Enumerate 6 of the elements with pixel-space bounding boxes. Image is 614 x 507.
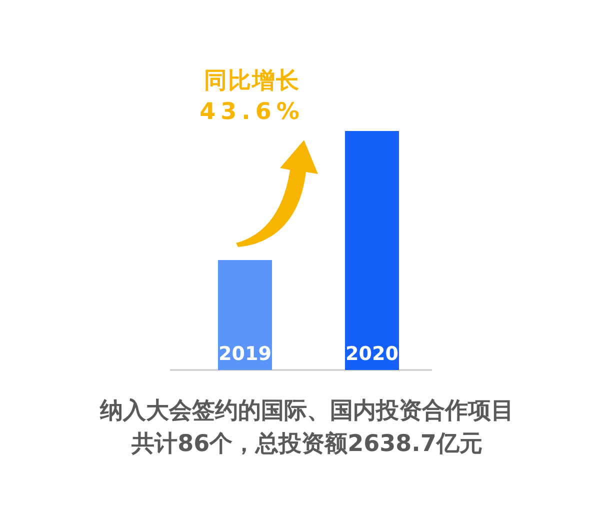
x-tick-label: 2019 — [218, 343, 272, 365]
x-tick-label: 2020 — [346, 343, 398, 365]
text: 纳入大会签约的国际、国内投资合作项目 — [99, 398, 514, 424]
text: 43.6% — [200, 99, 304, 125]
text: 同比增长 — [204, 68, 300, 94]
text: 共计86个，总投资额2638.7亿元 — [130, 431, 482, 457]
